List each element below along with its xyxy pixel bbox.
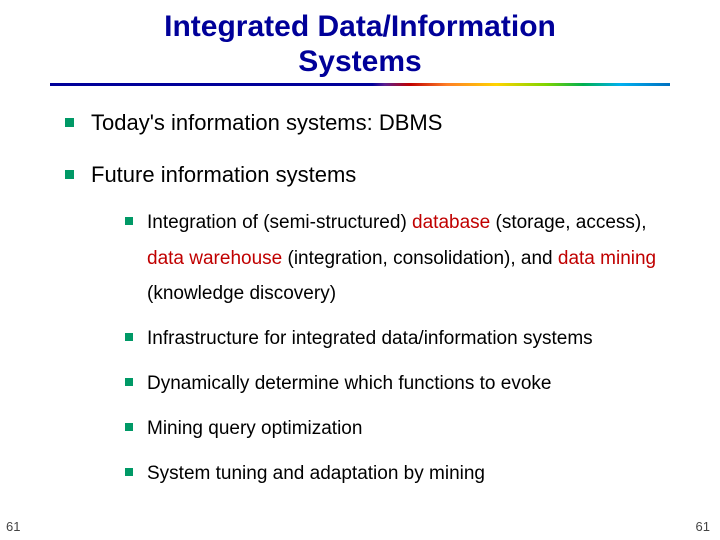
highlight-database: database	[412, 212, 490, 233]
list-item: Mining query optimization	[125, 411, 665, 446]
list-item: Dynamically determine which functions to…	[125, 366, 665, 401]
text-fragment: (integration, consolidation), and	[282, 248, 558, 269]
highlight-data-warehouse: data warehouse	[147, 248, 282, 269]
list-item: Future information systems Integration o…	[65, 160, 665, 492]
bullet-text: System tuning and adaptation by mining	[147, 463, 485, 484]
highlight-data-mining: data mining	[558, 248, 656, 269]
slide-title: Integrated Data/Information Systems	[0, 0, 720, 79]
bullet-text: Mining query optimization	[147, 418, 362, 439]
slide: Integrated Data/Information Systems Toda…	[0, 0, 720, 540]
bullet-text: Dynamically determine which functions to…	[147, 373, 551, 394]
page-number-left: 61	[6, 519, 20, 534]
list-item: Today's information systems: DBMS	[65, 108, 665, 138]
text-fragment: (storage, access),	[490, 212, 646, 233]
page-number-right: 61	[696, 519, 710, 534]
bullet-text: Infrastructure for integrated data/infor…	[147, 328, 593, 349]
text-fragment: Integration of (semi-structured)	[147, 212, 412, 233]
list-item: Integration of (semi-structured) databas…	[125, 205, 665, 310]
bullet-text: Today's information systems: DBMS	[91, 110, 442, 135]
list-item: System tuning and adaptation by mining	[125, 456, 665, 491]
list-item: Infrastructure for integrated data/infor…	[125, 321, 665, 356]
bullet-text: Future information systems	[91, 162, 356, 187]
title-line-2: Systems	[298, 45, 421, 78]
title-divider	[50, 83, 670, 86]
text-fragment: (knowledge discovery)	[147, 283, 336, 304]
bullet-list-level2: Integration of (semi-structured) databas…	[91, 205, 665, 491]
bullet-list-level1: Today's information systems: DBMS Future…	[0, 108, 720, 491]
title-line-1: Integrated Data/Information	[164, 10, 556, 43]
